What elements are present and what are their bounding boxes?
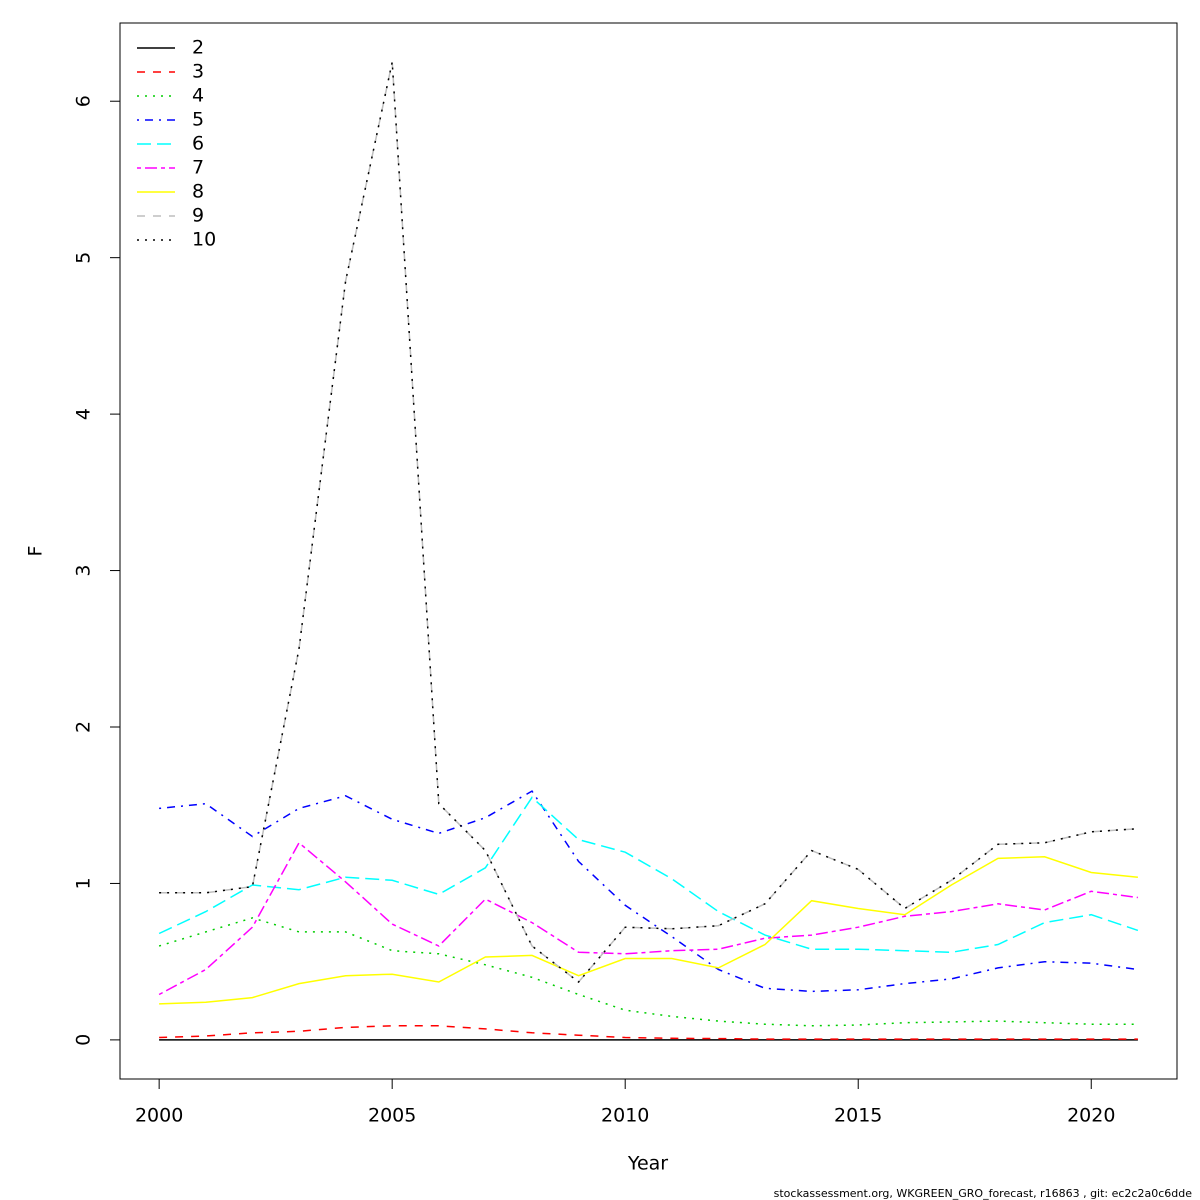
series-line [158,917,1138,1027]
x-tick-label: 2000 [135,1105,183,1127]
x-tick-label: 2005 [368,1105,416,1127]
legend-label: 7 [192,157,204,179]
x-tick-label: 2010 [601,1105,649,1127]
x-tick-label: 2020 [1067,1105,1115,1127]
y-tick-label: 1 [73,877,95,889]
y-tick-label: 2 [73,721,95,733]
legend-label: 5 [192,109,204,131]
y-tick-label: 6 [73,95,95,107]
series-line [158,841,1138,996]
x-axis-label: Year [627,1153,668,1175]
x-tick-label: 2015 [834,1105,882,1127]
legend-label: 10 [192,229,216,251]
series-line [159,856,1138,1005]
legend-label: 3 [192,61,204,83]
footnote: stockassessment.org, WKGREEN_GRO_forecas… [774,1187,1193,1200]
y-tick-label: 3 [73,565,95,577]
series-line [159,61,1138,984]
legend-label: 8 [192,181,204,203]
y-tick-label: 0 [73,1034,95,1046]
legend-label: 9 [192,205,204,227]
series-line [159,61,1138,984]
legend-label: 6 [192,133,204,155]
y-tick-label: 4 [73,408,95,420]
y-axis-label: F [25,546,47,557]
y-tick-label: 5 [73,252,95,264]
legend-label: 4 [192,85,204,107]
series-line [159,1025,1138,1040]
series-line [159,790,1139,993]
legend-label: 2 [192,37,204,59]
series-line [158,796,1139,954]
